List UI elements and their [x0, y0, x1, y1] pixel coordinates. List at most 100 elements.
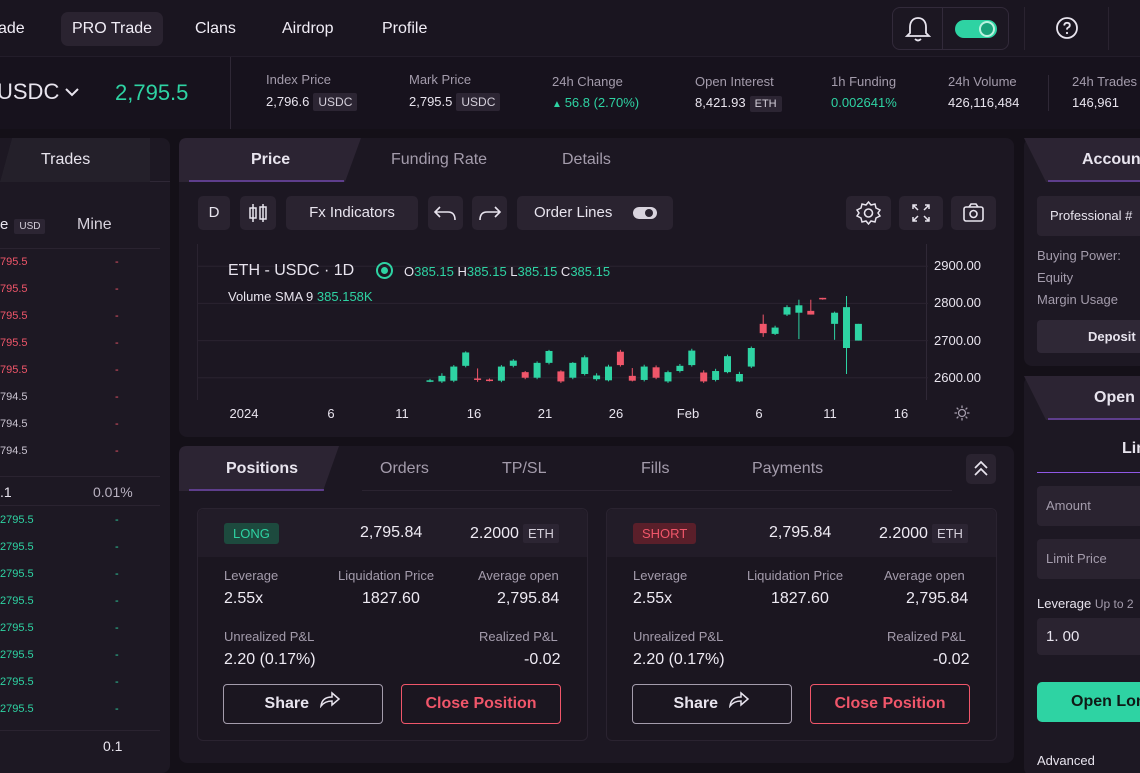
mine-col-header: Mine [77, 216, 112, 233]
trade-mine: - [115, 310, 119, 322]
tab-price[interactable]: Price [251, 151, 291, 168]
share-button[interactable]: Share [223, 684, 383, 724]
trade-price: 795.5 [0, 310, 28, 322]
share-button[interactable]: Share [632, 684, 792, 724]
deposit-button[interactable]: Deposit [1037, 320, 1140, 353]
bell-icon[interactable] [893, 8, 943, 49]
market-select[interactable]: USDC [0, 79, 79, 105]
help-icon[interactable] [1055, 16, 1079, 40]
trade-mine: - [115, 676, 119, 688]
undo-icon[interactable] [428, 196, 463, 230]
tab-fills[interactable]: Fills [641, 460, 670, 477]
nav-pro-trade[interactable]: PRO Trade [61, 12, 164, 46]
order-type-underline [1037, 472, 1140, 473]
tab-funding-rate[interactable]: Funding Rate [391, 151, 488, 168]
trade-price: 794.5 [0, 445, 28, 457]
trade-row: 2795.5 - [0, 670, 150, 696]
nav-profile[interactable]: Profile [382, 20, 428, 37]
candle-body [605, 366, 612, 381]
amount-input[interactable]: Amount [1037, 486, 1140, 526]
y-tick-label: 2800.00 [934, 295, 981, 311]
trade-price: 2795.5 [0, 622, 34, 634]
nav-airdrop[interactable]: Airdrop [282, 20, 334, 37]
sun-icon[interactable] [954, 405, 970, 421]
open-interest-value: 8,421.93 ETH [695, 95, 782, 112]
candle-body [712, 371, 720, 380]
advanced-toggle[interactable]: Advanced [1037, 753, 1095, 768]
triangle-up-icon: ▲ [552, 99, 565, 110]
leverage-value: 2.55x [633, 590, 673, 607]
upnl-label: Unrealized P&L [224, 629, 315, 644]
indicators-button[interactable]: Fx Indicators [286, 196, 418, 230]
collapse-chevron-up-icon[interactable] [966, 454, 996, 484]
sell-trades-list: 795.5-795.5-795.5-795.5-795.5-794.5-794.… [0, 250, 160, 476]
trade-mine: - [115, 649, 119, 661]
tab-details[interactable]: Details [562, 151, 611, 168]
side-badge: LONG [224, 523, 279, 544]
share-arrow-icon [728, 685, 750, 723]
trade-row: 795.5 - [0, 331, 150, 357]
x-tick-label: 11 [395, 406, 409, 421]
trade-row: 2795.5 - [0, 616, 150, 642]
leverage-input[interactable]: 1. 00 [1037, 618, 1140, 655]
close-position-button[interactable]: Close Position [810, 684, 970, 724]
entry-price: 2,795.84 [769, 524, 832, 541]
volume-24h-label: 24h Volume [948, 74, 1017, 89]
chart-panel: Price Funding Rate Details D Fx Indicato… [179, 138, 1014, 437]
alert-toggle[interactable] [955, 20, 997, 38]
trade-price: 2795.5 [0, 568, 34, 580]
camera-icon[interactable] [951, 196, 996, 230]
avg-open-value: 2,795.84 [906, 590, 969, 607]
volume-legend: Volume SMA 9 385.158K [228, 289, 373, 304]
tab-orders[interactable]: Orders [380, 460, 429, 477]
status-dot-icon [376, 262, 393, 279]
y-tick-label: 2600.00 [934, 369, 981, 385]
settings-gear-icon[interactable] [846, 196, 891, 230]
account-panel: Accoun Professional # Buying Power: Equi… [1024, 138, 1140, 366]
interval-button[interactable]: D [198, 196, 230, 230]
tab-tpsl[interactable]: TP/SL [502, 460, 547, 477]
trade-mine: - [115, 568, 119, 580]
change-24h-value: ▲ 56.8 (2.70%) [552, 95, 640, 110]
close-position-button[interactable]: Close Position [401, 684, 561, 724]
candle-body [581, 357, 589, 374]
candle-body [664, 372, 672, 382]
trade-mine: - [115, 541, 119, 553]
fullscreen-icon[interactable] [899, 196, 943, 230]
trade-price: 795.5 [0, 364, 28, 376]
x-tick-label: 6 [755, 406, 763, 421]
candle-type-icon[interactable] [240, 196, 276, 230]
trade-row: 2795.5 - [0, 562, 150, 588]
tab-payments[interactable]: Payments [752, 460, 824, 477]
leverage-label: Leverage [224, 568, 279, 583]
position-card-long: LONG 2,795.84 2.2000 ETH Leverage 2.55x L… [197, 508, 588, 741]
account-select[interactable]: Professional # [1037, 196, 1140, 236]
candle-body [521, 372, 529, 378]
limit-price-input[interactable]: Limit Price [1037, 539, 1140, 579]
order-panel: Open Limi Amount Limit Price Leverage Up… [1024, 376, 1140, 773]
order-lines-toggle[interactable]: Order Lines [517, 196, 673, 230]
redo-icon[interactable] [472, 196, 507, 230]
tab-positions[interactable]: Positions [226, 460, 299, 477]
mark-price-label: Mark Price [409, 72, 472, 87]
order-lines-label: Order Lines [534, 204, 613, 221]
toggle-switch[interactable] [633, 207, 657, 219]
y-tick-label: 2900.00 [934, 258, 981, 274]
open-long-button[interactable]: Open Lon [1037, 682, 1140, 722]
candle-body [545, 350, 553, 363]
chart-plot-area[interactable] [197, 244, 928, 400]
trade-mine: - [115, 622, 119, 634]
tab-account[interactable]: Accoun [1082, 151, 1140, 168]
upnl-label: Unrealized P&L [633, 629, 724, 644]
trade-row: 2795.5 - [0, 589, 150, 615]
candle-body [724, 356, 731, 373]
trade-price: 2795.5 [0, 676, 34, 688]
trades-tab[interactable]: Trades [41, 151, 91, 168]
price-col-header: e USD [0, 216, 46, 234]
trade-mine: - [115, 418, 119, 430]
candle-body [759, 323, 767, 334]
order-type-limit[interactable]: Limi [1122, 440, 1140, 457]
nav-trade[interactable]: ade [0, 20, 25, 37]
tab-open[interactable]: Open [1094, 389, 1135, 406]
nav-clans[interactable]: Clans [195, 20, 236, 37]
